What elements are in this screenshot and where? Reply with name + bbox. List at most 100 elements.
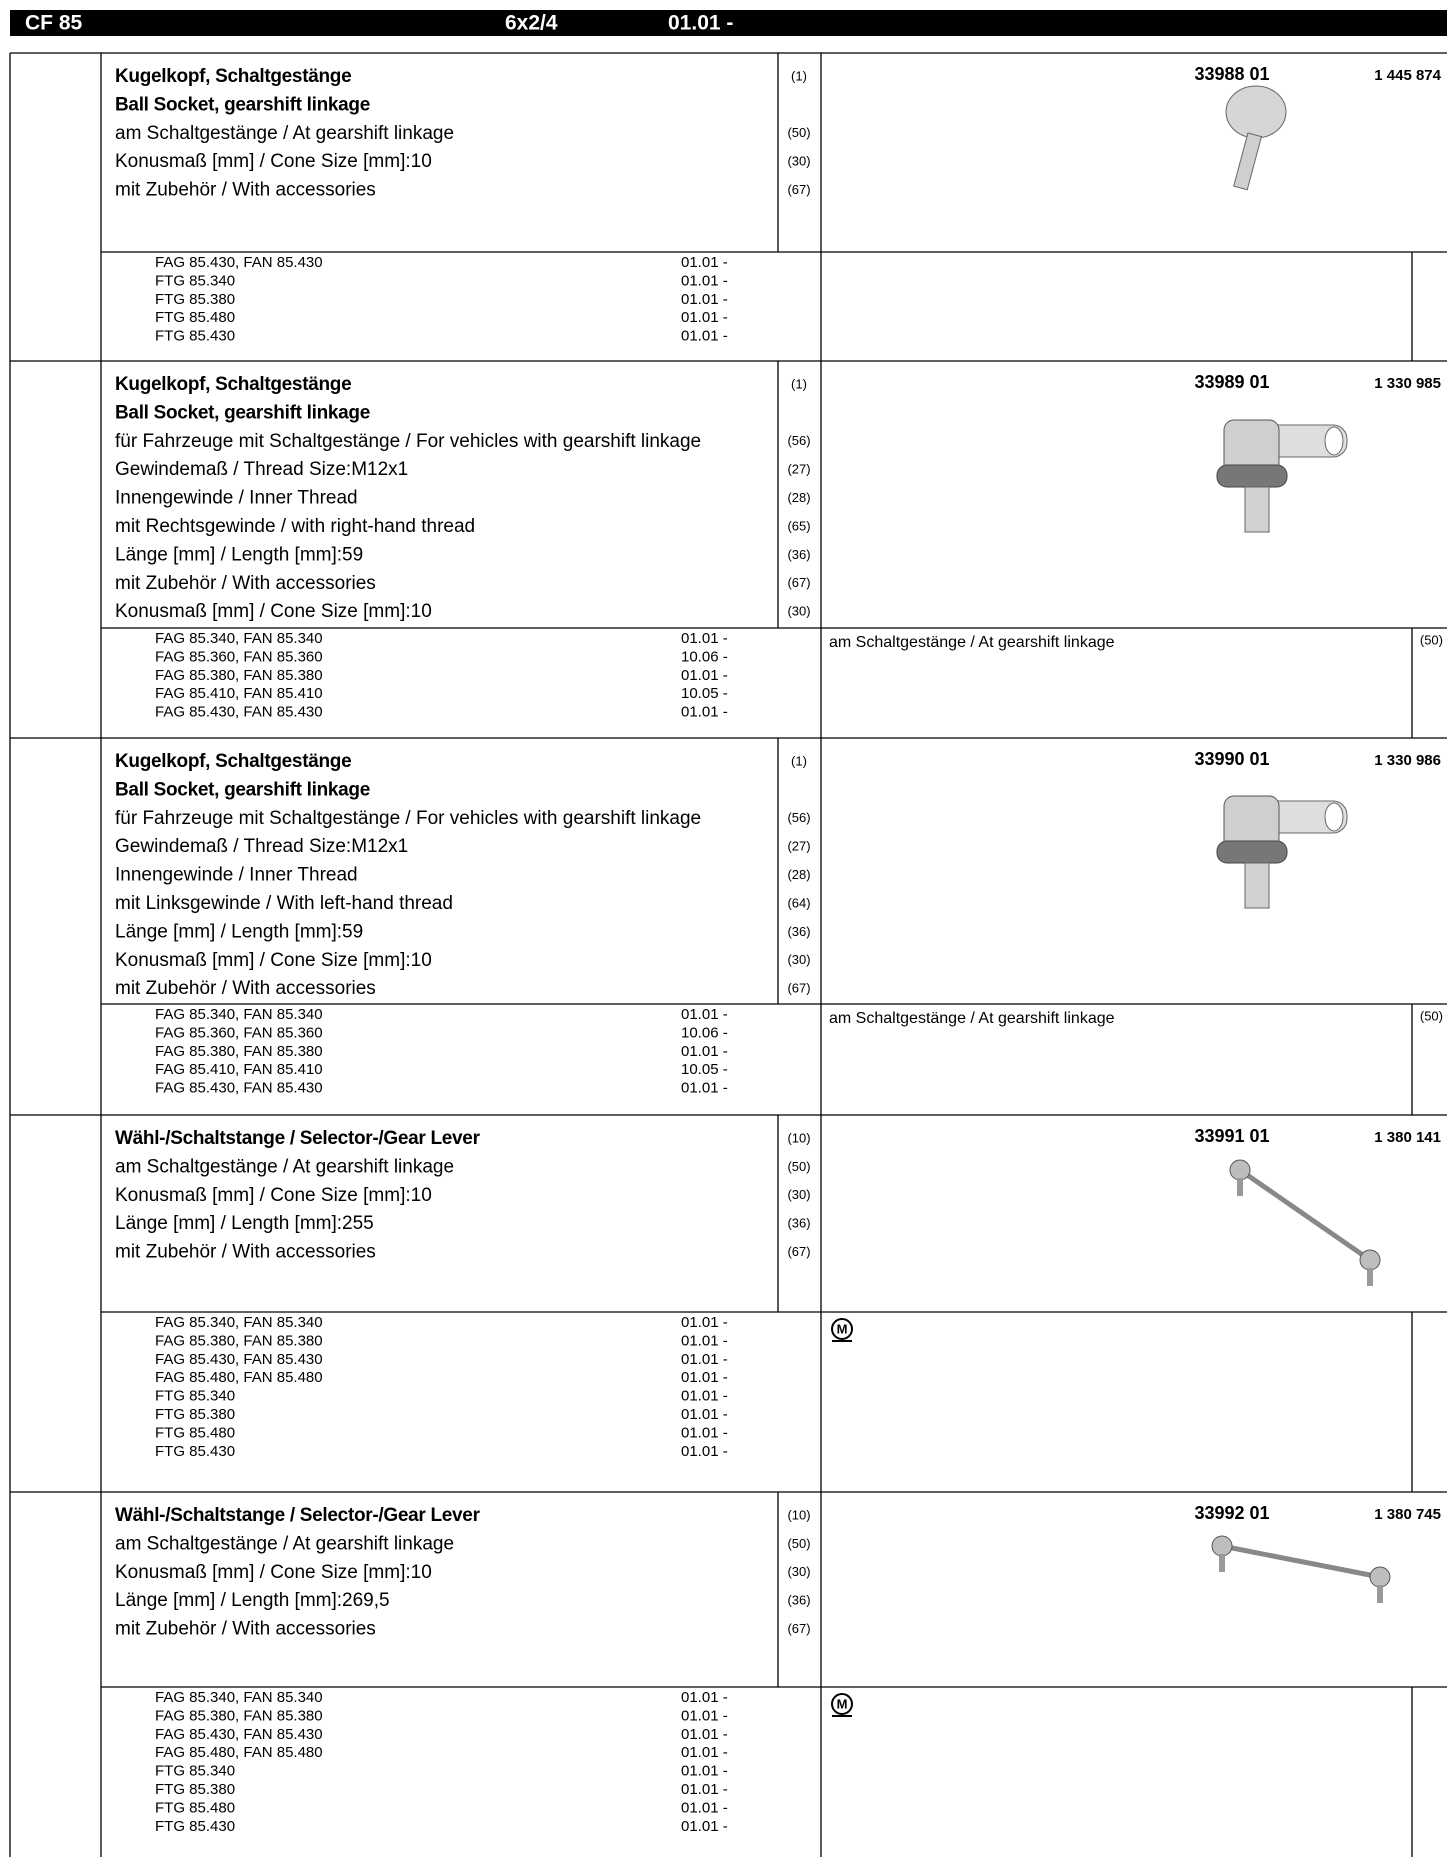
- attribute-code: (64): [787, 895, 810, 910]
- illustration: [1237, 1178, 1243, 1196]
- attribute-code: (36): [787, 1216, 810, 1231]
- symbol: M: [837, 1696, 848, 1711]
- part-code: (1): [791, 376, 807, 391]
- model-date: 01.01 -: [681, 667, 728, 684]
- part-title: Wähl-/Schaltstange / Selector-/Gear Leve…: [115, 1128, 481, 1149]
- model: FAG 85.480, FAN 85.480: [155, 1369, 323, 1386]
- part-image: [1216, 795, 1348, 909]
- model: FAG 85.430, FAN 85.430: [155, 1351, 323, 1368]
- illustration: [1211, 1535, 1233, 1557]
- header-config: 6x2/4: [505, 12, 558, 35]
- model: FAG 85.410, FAN 85.410: [155, 685, 323, 702]
- model-date: 01.01 -: [681, 328, 728, 345]
- attribute-code: (30): [787, 1564, 810, 1579]
- model-date: 01.01 -: [681, 1763, 728, 1780]
- model: FAG 85.340, FAN 85.340: [155, 630, 323, 647]
- model-date: 01.01 -: [681, 1314, 728, 1331]
- illustration: [1221, 1543, 1381, 1580]
- attribute-code: (28): [787, 867, 810, 882]
- illustration: [1324, 802, 1344, 832]
- note-code: (50): [1420, 1008, 1443, 1023]
- model: FTG 85.340: [155, 1763, 235, 1780]
- illustration: [1229, 1159, 1251, 1181]
- model-date: 01.01 -: [681, 254, 728, 271]
- attribute-code: (67): [787, 575, 810, 590]
- part-title: Wähl-/Schaltstange / Selector-/Gear Leve…: [115, 1505, 481, 1526]
- model-date: 01.01 -: [681, 704, 728, 721]
- illustration: [1369, 1566, 1391, 1588]
- model: FTG 85.430: [155, 1443, 235, 1460]
- attribute-code: (56): [787, 810, 810, 825]
- model: FAG 85.480, FAN 85.480: [155, 1744, 323, 1761]
- illustration: [1324, 426, 1344, 456]
- part-image: [1211, 1535, 1391, 1603]
- attribute-code: (50): [787, 1159, 810, 1174]
- illustration: [1216, 840, 1288, 864]
- attribute-code: (36): [787, 547, 810, 562]
- model-date: 10.05 -: [681, 1061, 728, 1078]
- header-bar: [10, 10, 1447, 36]
- model: FTG 85.380: [155, 1406, 235, 1423]
- model-date: 01.01 -: [681, 272, 728, 289]
- illustration: [1238, 1167, 1372, 1263]
- illustration: [1359, 1249, 1381, 1271]
- part-number: 33989 01: [1194, 372, 1269, 392]
- attribute: mit Zubehör / With accessories: [115, 1242, 376, 1263]
- attribute-code: (30): [787, 604, 810, 619]
- attribute: für Fahrzeuge mit Schaltgestänge / For v…: [115, 431, 701, 452]
- model-date: 10.05 -: [681, 685, 728, 702]
- note-code: (50): [1420, 632, 1443, 647]
- model-date: 01.01 -: [681, 1707, 728, 1724]
- attribute-code: (27): [787, 839, 810, 854]
- model-date: 01.01 -: [681, 1818, 728, 1835]
- model-date: 01.01 -: [681, 1351, 728, 1368]
- model: FAG 85.380, FAN 85.380: [155, 667, 323, 684]
- model: FAG 85.380, FAN 85.380: [155, 1043, 323, 1060]
- model-date: 01.01 -: [681, 1369, 728, 1386]
- part-image: [1225, 85, 1287, 191]
- illustration: [1244, 486, 1270, 533]
- model: FAG 85.380, FAN 85.380: [155, 1707, 323, 1724]
- model: FAG 85.430, FAN 85.430: [155, 1726, 323, 1743]
- attribute-code: (65): [787, 518, 810, 533]
- model-date: 01.01 -: [681, 1799, 728, 1816]
- part-number: 33991 01: [1194, 1126, 1269, 1146]
- model: FAG 85.340, FAN 85.340: [155, 1006, 323, 1023]
- reference-number: 1 380 745: [1374, 1506, 1441, 1523]
- model: FAG 85.430, FAN 85.430: [155, 1080, 323, 1097]
- attribute: am Schaltgestänge / At gearshift linkage: [115, 123, 454, 144]
- attribute: Konusmaß [mm] / Cone Size [mm]:10: [115, 950, 432, 971]
- model: FAG 85.430, FAN 85.430: [155, 254, 323, 271]
- model-date: 01.01 -: [681, 1332, 728, 1349]
- model-date: 01.01 -: [681, 309, 728, 326]
- part-number: 33988 01: [1194, 64, 1269, 84]
- part-code: (10): [787, 1130, 810, 1145]
- illustration: [1367, 1268, 1373, 1286]
- model: FAG 85.340, FAN 85.340: [155, 1314, 323, 1331]
- part-code: (1): [791, 68, 807, 83]
- model-date: 10.06 -: [681, 1024, 728, 1041]
- model-date: 01.01 -: [681, 1080, 728, 1097]
- model-date: 01.01 -: [681, 630, 728, 647]
- model-date: 01.01 -: [681, 1689, 728, 1706]
- illustration: [1225, 85, 1287, 139]
- model: FAG 85.380, FAN 85.380: [155, 1332, 323, 1349]
- part-image: [1216, 419, 1348, 533]
- symbol-circle: [831, 1693, 853, 1715]
- model: FTG 85.430: [155, 1818, 235, 1835]
- model-date: 01.01 -: [681, 1726, 728, 1743]
- part-title: Ball Socket, gearshift linkage: [115, 779, 370, 800]
- part-code: (1): [791, 753, 807, 768]
- model-date: 01.01 -: [681, 1006, 728, 1023]
- attribute: mit Linksgewinde / With left-hand thread: [115, 893, 453, 914]
- part-image: [1229, 1159, 1381, 1286]
- illustration: [1377, 1585, 1383, 1603]
- model: FAG 85.340, FAN 85.340: [155, 1689, 323, 1706]
- attribute-code: (56): [787, 433, 810, 448]
- attribute: mit Zubehör / With accessories: [115, 573, 376, 594]
- symbol-circle: [831, 1318, 853, 1340]
- attribute-code: (50): [787, 1536, 810, 1551]
- attribute: am Schaltgestänge / At gearshift linkage: [115, 1156, 454, 1177]
- attribute: Konusmaß [mm] / Cone Size [mm]:10: [115, 601, 432, 622]
- attribute-code: (30): [787, 1187, 810, 1202]
